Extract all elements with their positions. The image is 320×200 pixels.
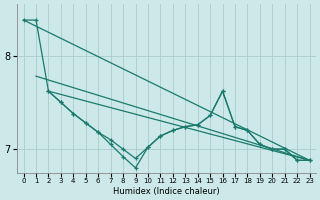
X-axis label: Humidex (Indice chaleur): Humidex (Indice chaleur) xyxy=(113,187,220,196)
